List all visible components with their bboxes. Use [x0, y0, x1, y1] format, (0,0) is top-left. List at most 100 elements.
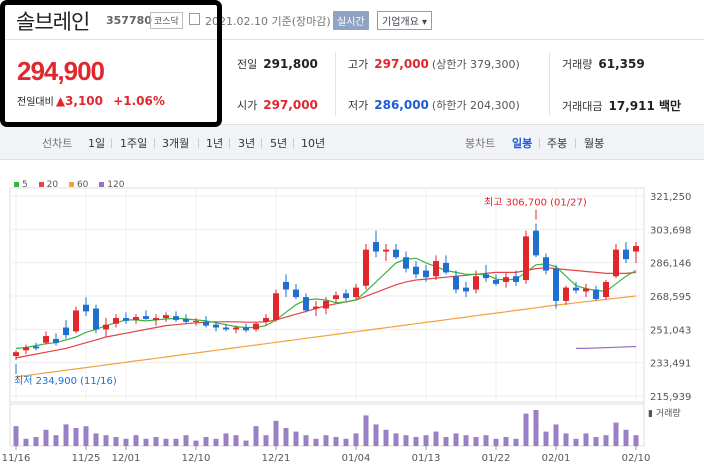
change-amount: 3,100	[65, 94, 104, 108]
realtime-button[interactable]: 실시간	[333, 11, 369, 30]
candle-body	[163, 315, 169, 319]
line-chart-label[interactable]: 선차트	[42, 137, 73, 150]
low: 저가 286,000 (하한가 204,300)	[348, 97, 520, 113]
upper-limit: (상한가 379,300)	[431, 58, 520, 71]
volume-bar	[193, 440, 199, 446]
volume-bar	[163, 438, 169, 446]
candle-body	[253, 323, 259, 330]
volume-bar	[263, 435, 269, 446]
high: 고가 297,000 (상한가 379,300)	[348, 56, 520, 72]
legend-ma5: 5	[14, 180, 28, 190]
candle-body	[173, 316, 179, 320]
price-summary: 전일 291,800 고가 297,000 (상한가 379,300) 거래량 61,3…	[222, 40, 704, 124]
candle-body	[223, 327, 229, 330]
tab-10y[interactable]: 10년	[301, 137, 326, 150]
candle-body	[353, 287, 359, 298]
candle-body	[413, 266, 419, 275]
volume-bar	[573, 438, 579, 446]
candle-body	[33, 346, 39, 349]
tab-monthly[interactable]: 월봉	[584, 137, 605, 150]
market-badge: 코스닥	[150, 12, 183, 29]
volume-bar	[273, 420, 279, 446]
candle-body	[493, 280, 499, 284]
candle-body	[63, 327, 69, 336]
tab-1y[interactable]: 1년	[206, 137, 224, 150]
volume-bar	[583, 433, 589, 446]
candle-body	[113, 318, 119, 324]
volume-bar	[563, 433, 569, 446]
volume-bar	[613, 422, 619, 446]
tab-daily[interactable]: 일봉	[512, 137, 533, 150]
candle-body	[523, 236, 529, 281]
candle-body	[243, 327, 249, 331]
candle-body	[123, 318, 129, 321]
volume-bar	[333, 437, 339, 446]
lower-limit: (하한가 204,300)	[431, 99, 520, 112]
volume-bar	[23, 438, 29, 446]
legend-swatch	[68, 182, 74, 187]
tab-3m[interactable]: 3개월	[162, 137, 190, 150]
highlight-box	[0, 0, 222, 127]
tab-weekly[interactable]: 주봉	[547, 137, 568, 150]
candle-body	[503, 277, 509, 282]
high-label: 고가	[348, 58, 369, 71]
legend-swatch	[14, 182, 19, 187]
y-tick-label: 233,491	[650, 359, 691, 370]
candle-body	[303, 297, 309, 311]
prev-close-value: 291,800	[263, 57, 318, 71]
candle-chart-label[interactable]: 봉차트	[465, 137, 496, 150]
volume-bar	[83, 426, 89, 446]
company-overview-button[interactable]: 기업개요 ▾	[377, 11, 432, 30]
tab-3y[interactable]: 3년	[238, 137, 256, 150]
amount: 거래대금 17,911 백만	[562, 97, 681, 114]
candle-body	[583, 288, 589, 292]
candle-body	[323, 300, 329, 309]
volume-bar	[393, 433, 399, 446]
prev-close-label: 전일	[237, 58, 258, 71]
tab-5y[interactable]: 5년	[270, 137, 288, 150]
candle-body	[203, 321, 209, 326]
open-value: 297,000	[263, 98, 318, 112]
candle-body	[603, 281, 609, 298]
candle-body	[433, 261, 439, 277]
candle-body	[73, 310, 79, 332]
x-tick-label: 01/13	[412, 453, 441, 464]
volume-bar	[283, 428, 289, 446]
ma60-line	[15, 295, 637, 378]
divider	[198, 138, 199, 148]
volume-bar	[363, 415, 369, 446]
date-text: 2021.02.10 기준(장마감)	[205, 15, 331, 28]
document-icon[interactable]	[189, 13, 200, 25]
tab-1w[interactable]: 1주일	[120, 137, 148, 150]
volume-bar	[253, 426, 259, 446]
candle-body	[283, 281, 289, 290]
volume-bar	[143, 438, 149, 446]
low-value: 286,000	[374, 98, 429, 112]
volume-bar	[593, 437, 599, 446]
volume-bar	[293, 431, 299, 446]
open-label: 시가	[237, 99, 258, 112]
open: 시가 297,000	[237, 97, 318, 113]
candle-body	[143, 316, 149, 319]
divider	[335, 52, 336, 116]
candle-body	[463, 287, 469, 292]
volume-bar	[493, 438, 499, 446]
x-tick-label: 12/21	[262, 453, 291, 464]
tab-1d[interactable]: 1일	[88, 137, 106, 150]
price-chart[interactable]: 321,250 303,698 286,146 268,595 251,043 233,4…	[0, 170, 704, 474]
candle-body	[453, 276, 459, 290]
volume-bar	[113, 437, 119, 446]
candle-body	[83, 304, 89, 312]
candle-body	[233, 327, 239, 330]
y-tick-label: 251,043	[650, 325, 691, 336]
divider	[539, 138, 540, 148]
volume-bar	[343, 438, 349, 446]
volume-bar	[203, 437, 209, 446]
volume-bar	[323, 435, 329, 446]
volume-bar	[383, 429, 389, 446]
candle-body	[103, 324, 109, 330]
x-tick-label: 11/25	[72, 453, 101, 464]
candle-body	[553, 268, 559, 301]
volume-bar	[43, 429, 49, 446]
legend-label: 5	[22, 180, 28, 190]
